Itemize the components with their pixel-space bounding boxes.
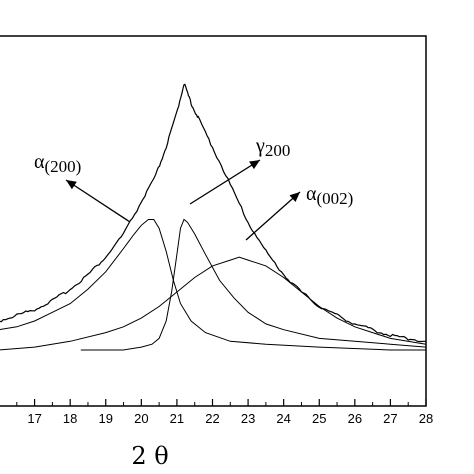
x-tick-label: 28 (419, 411, 433, 426)
x-tick-label: 27 (383, 411, 397, 426)
x-tick-label: 17 (27, 411, 41, 426)
x-tick-label: 21 (170, 411, 184, 426)
series-measured-line (0, 83, 426, 343)
x-tick-label: 20 (134, 411, 148, 426)
x-axis-title: 2 θ (131, 442, 168, 470)
plot-frame (0, 35, 427, 407)
arrow-head-icon (249, 160, 260, 170)
x-tick-label: 25 (312, 411, 326, 426)
series-fit-line-2 (80, 218, 427, 351)
x-tick-label: 18 (63, 411, 77, 426)
annotation-arrow-line (65, 179, 131, 223)
annotation-arrow-line (189, 159, 261, 205)
annotation-label: α(200) (34, 151, 81, 176)
arrow-head-icon (66, 180, 77, 190)
annotation-label: γ200 (255, 135, 290, 160)
x-tick-label: 24 (276, 411, 290, 426)
x-tick-label: 23 (241, 411, 255, 426)
series-fit-line-3 (0, 256, 427, 351)
annotation-arrow-line (245, 191, 301, 241)
series-fit-line-1 (0, 219, 426, 351)
annotation-label: α(002) (306, 183, 353, 208)
x-tick-label: 22 (205, 411, 219, 426)
x-tick-label: 19 (99, 411, 113, 426)
x-tick-label: 26 (348, 411, 362, 426)
arrow-head-icon (289, 192, 300, 202)
